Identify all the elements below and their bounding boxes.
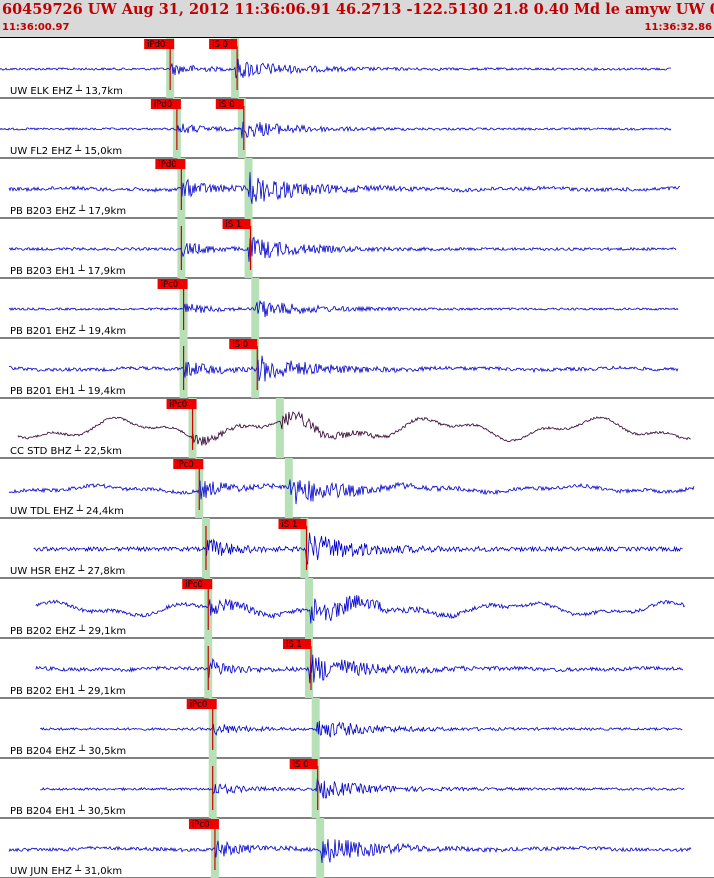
s-arrival-band: [244, 158, 253, 218]
s-arrival-band: [275, 398, 284, 458]
station-label: PB B201 EHZ ┴ 19,4km: [10, 324, 126, 337]
s-pick-box: [215, 99, 244, 109]
p-pick-label: iPc0: [190, 700, 208, 710]
s-pick-box: [289, 759, 318, 769]
trace-row: iPc0 UW TDL EHZ ┴ 24,4km: [0, 458, 714, 519]
s-arrival-band: [251, 338, 260, 398]
station-label: UW JUN EHZ ┴ 31,0km: [10, 864, 122, 877]
s-pick-box: [282, 639, 311, 649]
trace-row: iS 1 PB B203 EH1 ┴ 17,9km: [0, 218, 714, 279]
p-pick-box: [157, 279, 188, 289]
p-pick-label: iPc0: [176, 460, 194, 470]
s-pick-label: iS 1: [281, 520, 297, 530]
waveform-trace: [8, 300, 679, 318]
waveform-trace: [40, 720, 683, 738]
s-pick-label: iS 0: [212, 40, 228, 50]
waveform-trace: [17, 411, 691, 446]
waveform-trace: [0, 121, 672, 139]
window-start-time: 11:36:00.97: [2, 22, 70, 33]
waveform-trace: [9, 236, 677, 262]
station-label: PB B204 EHZ ┴ 30,5km: [10, 744, 126, 757]
station-label: UW TDL EHZ ┴ 24,4km: [10, 504, 124, 517]
waveform-trace: [8, 355, 679, 382]
trace-row: iS 0 PB B201 EH1 ┴ 19,4km: [0, 338, 714, 399]
p-pick-box: [173, 459, 204, 469]
p-pick-label: iPc0: [185, 580, 203, 590]
station-label: PB B203 EHZ ┴ 17,9km: [10, 204, 126, 217]
waveform-trace: [0, 58, 672, 79]
trace-row: iS 0 PB B204 EH1 ┴ 30,5km: [0, 758, 714, 819]
station-label: PB B201 EH1 ┴ 19,4km: [10, 384, 126, 397]
waveform-trace: [33, 532, 683, 565]
station-label: PB B204 EH1 ┴ 30,5km: [10, 804, 126, 817]
s-arrival-band: [316, 818, 325, 878]
p-pick-box: [150, 99, 181, 109]
p-pick-box: [155, 159, 186, 169]
p-pick-box: [188, 819, 219, 829]
station-label: PB B202 EHZ ┴ 29,1km: [10, 624, 126, 637]
p-pick-box: [186, 699, 217, 709]
p-pick-box: [182, 579, 213, 589]
waveform-trace: [8, 479, 695, 505]
s-pick-box: [222, 219, 251, 229]
trace-row: iS 1 UW HSR EHZ ┴ 27,8km: [0, 518, 714, 579]
trace-row: iS 1 PB B202 EH1 ┴ 29,1km: [0, 638, 714, 699]
trace-row: iPc0 CC STD BHZ ┴ 22,5km: [0, 398, 714, 459]
waveform-trace: [8, 839, 692, 864]
window-end-time: 11:36:32.86: [644, 22, 712, 33]
s-pick-label: iS 1: [286, 640, 302, 650]
p-pick-label: iPc0: [161, 280, 179, 290]
station-label: UW HSR EHZ ┴ 27,8km: [10, 564, 125, 577]
station-label: PB B203 EH1 ┴ 17,9km: [10, 264, 126, 277]
s-arrival-band: [304, 578, 313, 638]
trace-row: iPc0 PB B204 EHZ ┴ 30,5km: [0, 698, 714, 759]
trace-row: iPc0 PB B202 EHZ ┴ 29,1km: [0, 578, 714, 639]
station-label: UW FL2 EHZ ┴ 15,0km: [10, 144, 122, 157]
trace-row: iPd0 iS 0 UW FL2 EHZ ┴ 15,0km: [0, 98, 714, 159]
station-label: PB B202 EH1 ┴ 29,1km: [10, 684, 126, 697]
record-header: 60459726 UW Aug 31, 2012 11:36:06.91 46.…: [0, 0, 714, 38]
p-pick-label: iPd0: [154, 100, 172, 110]
s-arrival-band: [237, 98, 246, 158]
s-pick-box: [278, 519, 307, 529]
s-pick-label: iS 0: [293, 760, 309, 770]
s-arrival-band: [304, 638, 313, 698]
s-pick-label: iS 0: [219, 100, 235, 110]
station-label: UW ELK EHZ ┴ 13,7km: [10, 84, 123, 97]
waveform-trace: [35, 594, 686, 624]
p-pick-box: [144, 39, 175, 49]
s-arrival-band: [311, 758, 320, 818]
station-label: CC STD BHZ ┴ 22,5km: [10, 444, 122, 457]
trace-row: iPc0 PB B201 EHZ ┴ 19,4km: [0, 278, 714, 339]
s-arrival-band: [311, 698, 320, 758]
s-pick-box: [209, 39, 238, 49]
trace-row: iPc0 UW JUN EHZ ┴ 31,0km: [0, 818, 714, 878]
event-title: 60459726 UW Aug 31, 2012 11:36:06.91 46.…: [2, 1, 714, 18]
p-pick-label: iPd0: [147, 40, 165, 50]
waveform-trace: [40, 778, 685, 799]
s-arrival-band: [244, 218, 253, 278]
trace-row: iPd0 PB B203 EHZ ┴ 17,9km: [0, 158, 714, 219]
s-arrival-band: [284, 458, 293, 518]
seismogram-panel: iPd0 iS 0 UW ELK EHZ ┴ 13,7km iPd0 iS 0 UW FL…: [0, 38, 714, 878]
s-pick-label: iS 1: [226, 220, 242, 230]
trace-row: iPd0 iS 0 UW ELK EHZ ┴ 13,7km: [0, 38, 714, 99]
waveform-trace: [8, 172, 680, 204]
p-pick-label: iPc0: [192, 820, 210, 830]
s-pick-label: iS 0: [232, 340, 248, 350]
s-pick-box: [229, 339, 258, 349]
p-pick-label: iPc0: [170, 400, 188, 410]
p-pick-label: iPd0: [158, 160, 176, 170]
p-pick-box: [166, 399, 197, 409]
waveform-trace: [35, 654, 684, 684]
